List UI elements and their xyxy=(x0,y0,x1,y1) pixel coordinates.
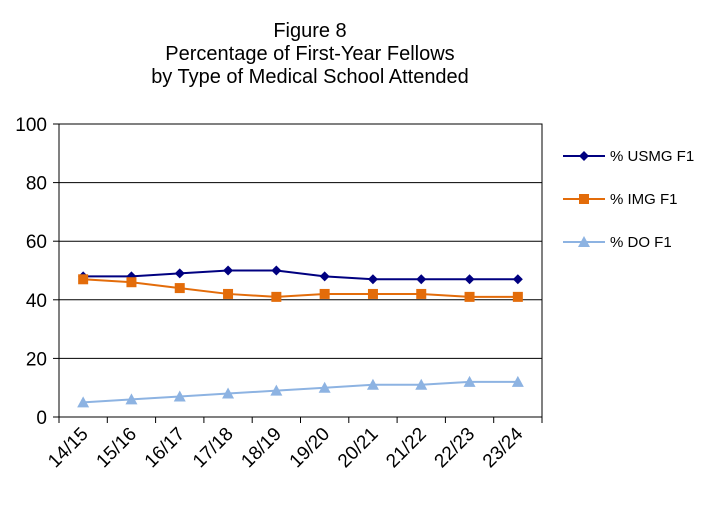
x-tick-label: 16/17 xyxy=(141,424,189,472)
x-tick-label: 23/24 xyxy=(479,423,528,472)
x-tick-label: 15/16 xyxy=(93,424,141,472)
data-point-square xyxy=(579,194,589,204)
y-tick-label: 100 xyxy=(15,115,47,136)
chart-title-line-3: by Type of Medical School Attended xyxy=(151,66,469,88)
data-point-square xyxy=(78,274,89,285)
chart-title: Figure 8 Percentage of First-Year Fellow… xyxy=(0,20,620,89)
data-point-diamond xyxy=(223,265,234,276)
data-point-triangle xyxy=(173,390,186,402)
series-line xyxy=(83,278,518,298)
data-point-triangle xyxy=(77,396,90,408)
x-tick-label: 17/18 xyxy=(189,424,237,472)
x-tick-label: 14/15 xyxy=(44,424,92,472)
legend-entry: % DO F1 xyxy=(563,234,672,251)
plot-frame xyxy=(58,123,543,418)
series-triangle xyxy=(77,375,524,408)
data-point-diamond xyxy=(367,274,378,285)
plot-area: 0 20 40 60 80 100 14/15 15/16 16/17 17/18 18/19 19/… xyxy=(15,115,543,472)
data-point-square xyxy=(223,288,234,299)
data-point-diamond xyxy=(579,151,589,161)
y-tick-label: 80 xyxy=(26,174,47,195)
x-tick-label: 19/20 xyxy=(286,424,334,472)
chart-title-line-2: Percentage of First-Year Fellows xyxy=(165,43,455,65)
series-line xyxy=(83,380,518,404)
data-point-triangle xyxy=(415,378,428,390)
series-square xyxy=(78,274,523,302)
data-point-diamond xyxy=(174,268,185,279)
data-point-diamond xyxy=(271,265,282,276)
data-point-square xyxy=(367,288,378,299)
legend-label: % DO F1 xyxy=(610,234,672,251)
data-point-triangle xyxy=(366,378,379,390)
x-tick-label: 21/22 xyxy=(382,424,430,472)
data-point-diamond xyxy=(416,274,427,285)
data-point-square xyxy=(512,291,523,302)
legend-label: % USMG F1 xyxy=(610,148,694,165)
series-diamond xyxy=(78,265,523,285)
x-tick-label: 18/19 xyxy=(237,424,285,472)
data-point-triangle xyxy=(222,387,235,399)
x-tick-label: 22/23 xyxy=(431,424,479,472)
data-point-triangle xyxy=(578,236,590,247)
x-tick-label: 20/21 xyxy=(334,424,382,472)
series-line xyxy=(83,269,518,281)
data-point-square xyxy=(126,277,137,288)
data-point-square xyxy=(464,291,475,302)
legend-label: % IMG F1 xyxy=(610,191,678,208)
y-tick-label: 20 xyxy=(26,349,47,370)
data-point-diamond xyxy=(319,271,330,282)
legend: % USMG F1 % IMG F1 % DO F1 xyxy=(563,148,694,251)
data-point-diamond xyxy=(512,274,523,285)
y-tick-label: 0 xyxy=(36,408,47,429)
data-point-diamond xyxy=(464,274,475,285)
data-point-square xyxy=(416,288,427,299)
data-point-triangle xyxy=(511,375,524,387)
legend-entry: % USMG F1 xyxy=(563,148,694,165)
y-tick-label: 40 xyxy=(26,291,47,312)
data-point-triangle xyxy=(270,384,283,396)
data-point-triangle xyxy=(463,375,476,387)
data-point-triangle xyxy=(318,381,331,393)
data-point-square xyxy=(319,288,330,299)
data-point-square xyxy=(174,283,185,294)
y-tick-label: 60 xyxy=(26,232,47,253)
data-point-square xyxy=(271,291,282,302)
legend-entry: % IMG F1 xyxy=(563,191,678,208)
chart-title-line-1: Figure 8 xyxy=(273,20,347,42)
data-point-triangle xyxy=(125,393,138,405)
